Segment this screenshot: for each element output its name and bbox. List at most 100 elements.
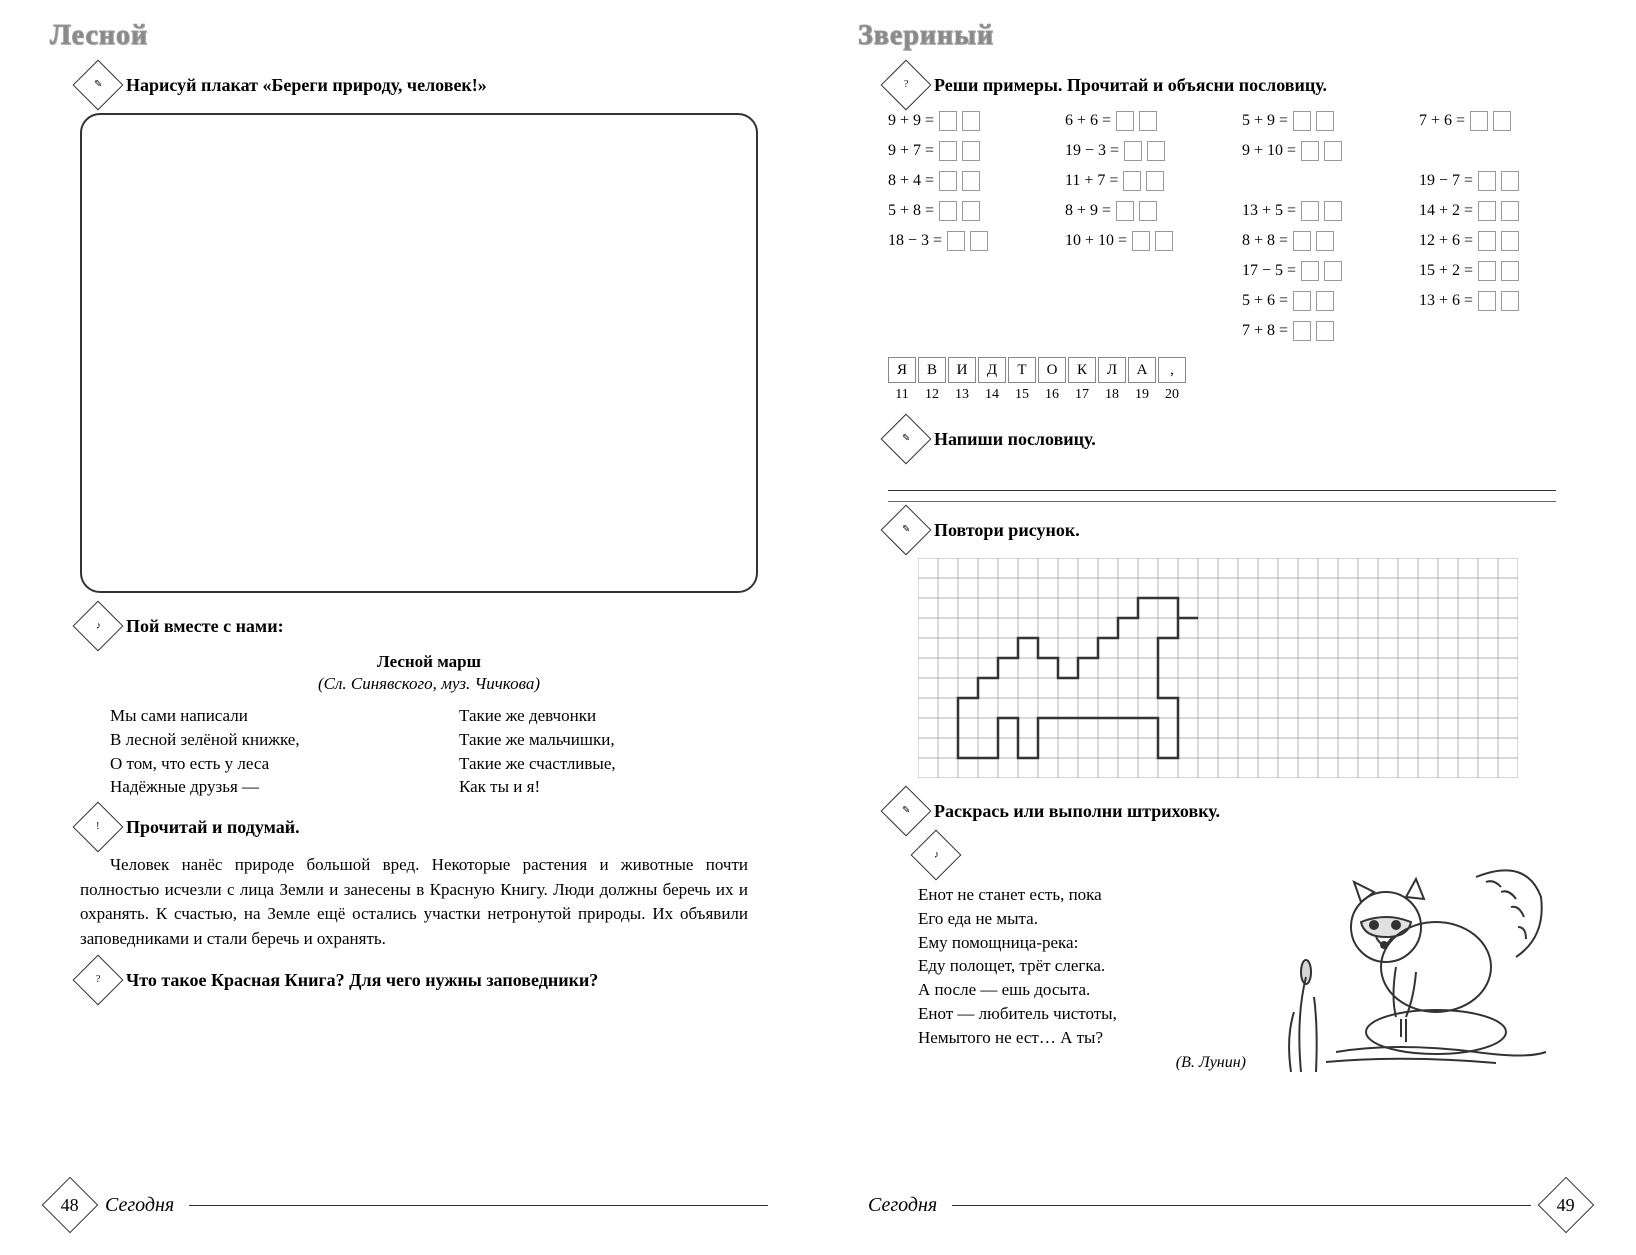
writing-lines[interactable] bbox=[888, 465, 1556, 491]
answer-box[interactable] bbox=[1293, 321, 1311, 341]
answer-box[interactable] bbox=[1293, 111, 1311, 131]
task-color-text: Раскрась или выполни штриховку. bbox=[934, 793, 1220, 822]
cipher-number: 16 bbox=[1038, 387, 1066, 403]
math-problem: 18 − 3 = bbox=[888, 231, 1045, 251]
answer-box[interactable] bbox=[1316, 111, 1334, 131]
cipher-number: 14 bbox=[978, 387, 1006, 403]
answer-box[interactable] bbox=[1316, 291, 1334, 311]
answer-box[interactable] bbox=[962, 111, 980, 131]
page-number-diamond: 49 bbox=[1538, 1177, 1595, 1234]
poem-line: А после — ешь досыта. bbox=[918, 978, 1246, 1002]
cipher-letter-cell: И bbox=[948, 357, 976, 383]
cipher-letter-cell: Д bbox=[978, 357, 1006, 383]
cipher-letter-cell: Т bbox=[1008, 357, 1036, 383]
answer-box[interactable] bbox=[1301, 201, 1319, 221]
answer-box[interactable] bbox=[939, 201, 957, 221]
camel-grid-svg bbox=[918, 558, 1518, 778]
cipher-letter-cell: К bbox=[1068, 357, 1096, 383]
answer-box[interactable] bbox=[1501, 201, 1519, 221]
answer-box[interactable] bbox=[1501, 231, 1519, 251]
math-problem bbox=[1242, 171, 1399, 191]
page-number: 49 bbox=[1557, 1195, 1575, 1216]
cipher-number: 13 bbox=[948, 387, 976, 403]
answer-box[interactable] bbox=[962, 141, 980, 161]
poem-author: (В. Лунин) bbox=[918, 1054, 1246, 1072]
poem-line: Ему помощница-река: bbox=[918, 931, 1246, 955]
page-header-left: Лесной bbox=[50, 20, 778, 52]
today-write-line[interactable] bbox=[952, 1205, 1531, 1206]
math-problem: 13 + 5 = bbox=[1242, 201, 1399, 221]
math-problem: 5 + 9 = bbox=[1242, 111, 1399, 131]
answer-box[interactable] bbox=[1155, 231, 1173, 251]
answer-box[interactable] bbox=[1147, 141, 1165, 161]
task-repeat-drawing: ✎ Повтори рисунок. bbox=[888, 512, 1586, 548]
answer-box[interactable] bbox=[1293, 291, 1311, 311]
poem-line: Енот — любитель чистоты, bbox=[918, 1002, 1246, 1026]
today-write-line[interactable] bbox=[189, 1205, 768, 1206]
answer-box[interactable] bbox=[1478, 261, 1496, 281]
answer-box[interactable] bbox=[1501, 261, 1519, 281]
task-icon: ✎ bbox=[73, 60, 124, 111]
answer-box[interactable] bbox=[1132, 231, 1150, 251]
task-read: ! Прочитай и подумай. bbox=[80, 809, 778, 845]
cipher-number: 20 bbox=[1158, 387, 1186, 403]
answer-box[interactable] bbox=[1316, 231, 1334, 251]
task-repeat-text: Повтори рисунок. bbox=[934, 512, 1080, 541]
answer-box[interactable] bbox=[1501, 291, 1519, 311]
answer-box[interactable] bbox=[1293, 231, 1311, 251]
cipher-letter-cell: О bbox=[1038, 357, 1066, 383]
answer-box[interactable] bbox=[1316, 321, 1334, 341]
answer-box[interactable] bbox=[1116, 111, 1134, 131]
task-icon: ? bbox=[73, 954, 124, 1005]
answer-box[interactable] bbox=[939, 141, 957, 161]
answer-box[interactable] bbox=[1324, 141, 1342, 161]
answer-box[interactable] bbox=[939, 171, 957, 191]
answer-box[interactable] bbox=[1470, 111, 1488, 131]
drawing-area[interactable] bbox=[80, 113, 758, 593]
cipher-numbers-row: 11121314151617181920 bbox=[888, 387, 1186, 403]
answer-box[interactable] bbox=[1324, 201, 1342, 221]
answer-box[interactable] bbox=[1501, 171, 1519, 191]
grid-drawing-area[interactable] bbox=[918, 558, 1556, 783]
task-read-text: Прочитай и подумай. bbox=[126, 809, 300, 838]
math-problem: 15 + 2 = bbox=[1419, 261, 1576, 281]
answer-box[interactable] bbox=[1493, 111, 1511, 131]
task-write-text: Напиши пословицу. bbox=[934, 421, 1096, 450]
answer-box[interactable] bbox=[1478, 231, 1496, 251]
cipher-letters-row: ЯВИДТОКЛА, bbox=[888, 357, 1186, 383]
answer-box[interactable] bbox=[1324, 261, 1342, 281]
math-problem: 8 + 4 = bbox=[888, 171, 1045, 191]
answer-box[interactable] bbox=[1146, 171, 1164, 191]
math-problem bbox=[1419, 141, 1576, 161]
footer-right: Сегодня 49 bbox=[868, 1185, 1586, 1225]
answer-box[interactable] bbox=[962, 201, 980, 221]
answer-box[interactable] bbox=[1301, 141, 1319, 161]
answer-box[interactable] bbox=[1116, 201, 1134, 221]
answer-box[interactable] bbox=[1139, 201, 1157, 221]
answer-box[interactable] bbox=[1124, 141, 1142, 161]
answer-box[interactable] bbox=[1123, 171, 1141, 191]
math-problem: 6 + 6 = bbox=[1065, 111, 1222, 131]
footer-left: 48 Сегодня bbox=[50, 1185, 768, 1225]
answer-box[interactable] bbox=[970, 231, 988, 251]
today-label: Сегодня bbox=[868, 1194, 937, 1217]
answer-box[interactable] bbox=[1478, 201, 1496, 221]
poem-line: Немытого не ест… А ты? bbox=[918, 1026, 1246, 1050]
answer-box[interactable] bbox=[1478, 291, 1496, 311]
math-problem: 10 + 10 = bbox=[1065, 231, 1222, 251]
answer-box[interactable] bbox=[1139, 111, 1157, 131]
page-header-right: Звериный bbox=[858, 20, 1586, 52]
answer-box[interactable] bbox=[962, 171, 980, 191]
answer-box[interactable] bbox=[947, 231, 965, 251]
poem-line: Его еда не мыта. bbox=[918, 907, 1246, 931]
page-number-diamond: 48 bbox=[42, 1177, 99, 1234]
song-credits: (Сл. Синявского, муз. Чичкова) bbox=[110, 674, 748, 694]
math-problems: 9 + 9 =9 + 7 =8 + 4 =5 + 8 =18 − 3 =6 + … bbox=[888, 111, 1576, 341]
answer-box[interactable] bbox=[939, 111, 957, 131]
task-icon: ♪ bbox=[73, 601, 124, 652]
math-problem: 13 + 6 = bbox=[1419, 291, 1576, 311]
answer-box[interactable] bbox=[1301, 261, 1319, 281]
task-color: ✎ Раскрась или выполни штриховку. bbox=[888, 793, 1586, 829]
answer-box[interactable] bbox=[1478, 171, 1496, 191]
task-draw-text: Нарисуй плакат «Береги природу, человек!… bbox=[126, 67, 487, 96]
